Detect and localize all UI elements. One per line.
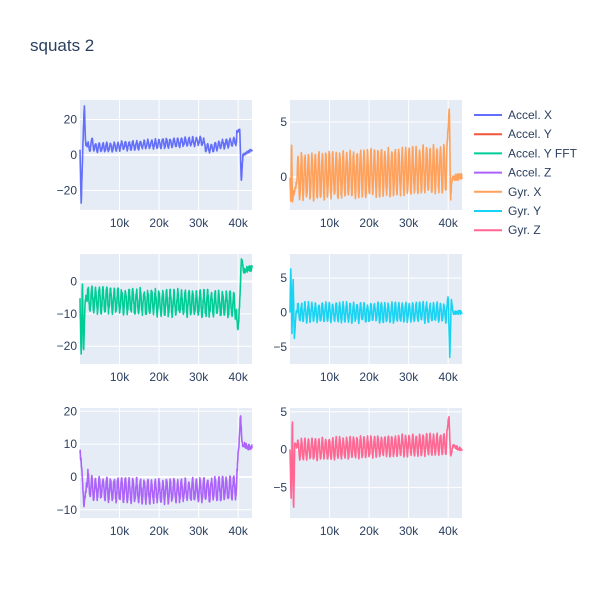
legend-label: Gyr. Z — [508, 223, 541, 237]
y-tick-label: 5 — [280, 115, 287, 129]
x-tick-label: 30k — [189, 216, 209, 230]
legend-item[interactable]: Gyr. X — [474, 185, 541, 199]
subplot-3: 10k 20k 30k 40k −20 −10 0 — [57, 254, 253, 384]
x-tick-label: 30k — [399, 524, 419, 538]
x-tick-label: 20k — [359, 216, 379, 230]
legend-label: Accel. Y FFT — [508, 146, 578, 160]
x-tick-label: 20k — [359, 524, 379, 538]
plot-area — [80, 408, 252, 518]
plot-area — [290, 408, 462, 518]
x-tick-label: 30k — [189, 370, 209, 384]
x-tick-label: 40k — [438, 216, 458, 230]
y-tick-label: 5 — [280, 271, 287, 285]
subplot-4: 10k 20k 30k 40k −5 0 5 — [273, 254, 463, 384]
legend-label: Accel. Z — [508, 166, 551, 180]
subplot-1: 10k 20k 30k 40k −20 0 20 — [57, 100, 253, 230]
legend-item[interactable]: Accel. Y FFT — [474, 146, 578, 160]
y-tick-label: 0 — [70, 470, 77, 484]
y-tick-label: 20 — [64, 113, 78, 127]
x-tick-label: 10k — [320, 524, 340, 538]
series-line — [79, 105, 253, 204]
x-tick-label: 40k — [438, 524, 458, 538]
x-tick-label: 10k — [110, 370, 130, 384]
subplot-2: 10k 20k 30k 40k 0 5 — [280, 100, 463, 230]
legend-item[interactable]: Accel. Z — [474, 166, 551, 180]
legend-item[interactable]: Accel. Y — [474, 127, 552, 141]
y-tick-label: 10 — [64, 437, 78, 451]
y-tick-label: 5 — [280, 405, 287, 419]
subplot-grid: 10k 20k 30k 40k −20 0 20 10k 20k 30k 40k 0 5 10k 20k 30… — [57, 100, 463, 538]
y-tick-label: 0 — [280, 305, 287, 319]
series-line — [289, 268, 463, 359]
series-line — [79, 415, 253, 508]
subplot-6: 10k 20k 30k 40k −5 0 5 — [273, 405, 463, 538]
x-tick-label: 20k — [149, 216, 169, 230]
x-tick-label: 40k — [228, 370, 248, 384]
x-tick-label: 20k — [149, 524, 169, 538]
x-tick-label: 40k — [228, 216, 248, 230]
x-tick-label: 10k — [320, 370, 340, 384]
x-tick-label: 10k — [110, 216, 130, 230]
series-line — [289, 108, 463, 203]
x-tick-label: 40k — [228, 524, 248, 538]
series-line — [289, 415, 463, 508]
x-tick-label: 20k — [359, 370, 379, 384]
x-tick-label: 10k — [320, 216, 340, 230]
x-tick-label: 30k — [189, 524, 209, 538]
y-tick-label: −5 — [273, 340, 287, 354]
legend-label: Gyr. X — [508, 185, 541, 199]
x-tick-label: 30k — [399, 216, 419, 230]
legend-label: Accel. X — [508, 108, 552, 122]
y-tick-label: 0 — [280, 170, 287, 184]
series-line — [79, 258, 253, 355]
chart-title: squats 2 — [30, 36, 94, 55]
y-tick-label: −10 — [57, 307, 78, 321]
legend[interactable]: Accel. X Accel. Y Accel. Y FFT Accel. Z Gyr.… — [474, 108, 578, 237]
y-tick-label: 20 — [64, 404, 78, 418]
legend-item[interactable]: Gyr. Y — [474, 204, 541, 218]
x-tick-label: 10k — [110, 524, 130, 538]
x-tick-label: 40k — [438, 370, 458, 384]
x-tick-label: 20k — [149, 370, 169, 384]
subplot-5: 10k 20k 30k 40k −10 0 10 20 — [57, 404, 253, 538]
legend-label: Accel. Y — [508, 127, 552, 141]
y-tick-label: 0 — [280, 443, 287, 457]
y-tick-label: −20 — [57, 339, 78, 353]
legend-item[interactable]: Accel. X — [474, 108, 552, 122]
y-tick-label: −10 — [57, 503, 78, 517]
y-tick-label: −5 — [273, 481, 287, 495]
y-tick-label: 0 — [70, 275, 77, 289]
y-tick-label: −20 — [57, 183, 78, 197]
y-tick-label: 0 — [70, 148, 77, 162]
legend-item[interactable]: Gyr. Z — [474, 223, 541, 237]
legend-label: Gyr. Y — [508, 204, 541, 218]
x-tick-label: 30k — [399, 370, 419, 384]
